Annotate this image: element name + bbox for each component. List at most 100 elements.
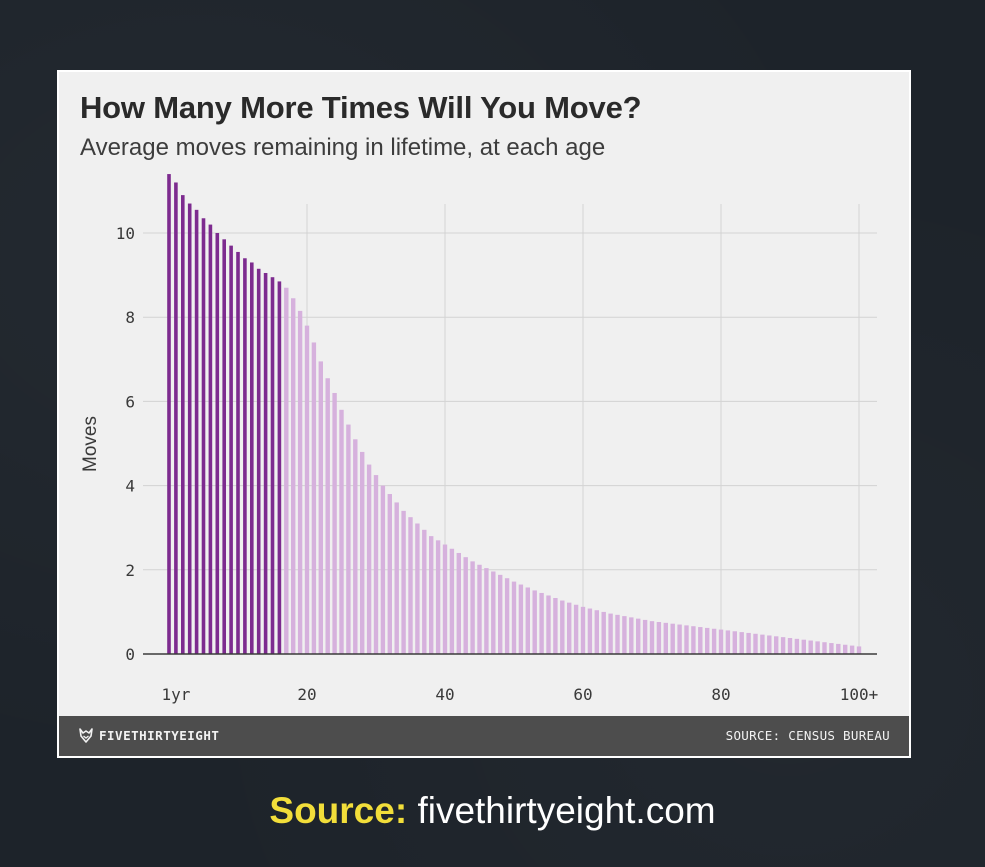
x-tick-label: 80 <box>711 685 730 704</box>
bar <box>408 517 413 654</box>
bar <box>366 464 372 654</box>
bar <box>732 631 737 654</box>
bar <box>573 604 579 654</box>
bar <box>567 602 572 654</box>
bar <box>843 644 848 654</box>
bar-highlight <box>208 224 213 654</box>
bar <box>477 564 482 654</box>
bar <box>746 632 751 654</box>
bar <box>711 628 717 654</box>
bar-highlight <box>263 272 268 654</box>
bar-highlight <box>277 281 282 654</box>
bar <box>429 536 434 654</box>
bar <box>656 622 662 654</box>
chart-footer: FIVETHIRTYEIGHT SOURCE: CENSUS BUREAU <box>59 716 909 756</box>
bar <box>415 523 420 654</box>
bar-highlight <box>222 239 226 654</box>
bar-highlight <box>181 195 185 655</box>
bar <box>808 640 813 654</box>
bar <box>560 600 565 654</box>
bar <box>787 638 793 654</box>
bar <box>780 637 786 654</box>
bar <box>663 622 668 654</box>
bar <box>332 392 337 654</box>
bar <box>739 632 744 654</box>
axes: 0 2 4 6 8 10 1yr 20 40 60 80 100+ <box>116 224 879 704</box>
bar <box>539 592 544 654</box>
x-tick-label: 100+ <box>840 685 879 704</box>
bar-highlight <box>167 174 171 654</box>
bar <box>491 571 496 654</box>
bar <box>815 641 820 654</box>
bar <box>829 643 834 654</box>
bar <box>849 645 855 654</box>
bar <box>291 298 296 654</box>
bar-highlight <box>215 233 220 654</box>
bar <box>442 544 448 654</box>
bar <box>498 574 503 654</box>
bar <box>718 629 724 654</box>
bar <box>760 634 765 654</box>
x-tick-label: 1yr <box>161 685 190 704</box>
chart-card: How Many More Times Will You Move? Avera… <box>57 70 911 758</box>
bar-highlight <box>236 251 240 654</box>
bar <box>856 646 862 654</box>
brand: FIVETHIRTYEIGHT <box>79 728 219 743</box>
bar <box>532 590 537 654</box>
chart-title: How Many More Times Will You Move? <box>80 90 642 125</box>
bar <box>822 642 827 654</box>
bar-highlight <box>194 209 199 654</box>
bar <box>801 639 806 654</box>
bar <box>422 529 427 654</box>
bar <box>387 494 392 654</box>
bar <box>649 621 655 654</box>
bar-highlight <box>174 182 178 654</box>
bar <box>504 578 510 654</box>
bar <box>642 619 648 654</box>
bar <box>394 502 399 654</box>
bar <box>794 638 800 654</box>
bar <box>346 424 351 654</box>
y-tick-label: 2 <box>125 561 135 580</box>
x-tick-label: 40 <box>435 685 454 704</box>
bar <box>546 595 551 654</box>
bar <box>470 561 475 654</box>
bar <box>670 623 675 654</box>
caption: Source: fivethirtyeight.com <box>0 790 985 832</box>
bar <box>449 548 455 654</box>
bar <box>463 557 468 654</box>
bars <box>167 174 862 655</box>
bar <box>608 613 613 654</box>
bar <box>587 608 593 654</box>
bar <box>311 342 317 654</box>
fox-logo-icon <box>79 728 93 743</box>
bar-highlight <box>270 277 275 654</box>
bar <box>601 611 606 654</box>
bar <box>380 485 386 654</box>
bar <box>774 636 779 654</box>
bar <box>691 626 696 654</box>
y-tick-label: 6 <box>125 392 135 411</box>
bar <box>594 610 599 654</box>
bar-highlight <box>187 203 192 654</box>
bar <box>456 552 461 654</box>
caption-text: fivethirtyeight.com <box>417 790 716 831</box>
bar <box>615 614 620 654</box>
chart-subtitle: Average moves remaining in lifetime, at … <box>80 134 606 161</box>
bar-highlight <box>243 258 247 654</box>
bar <box>677 624 682 654</box>
bar <box>636 618 641 654</box>
bar <box>836 643 841 654</box>
bar <box>325 378 330 654</box>
brand-name: FIVETHIRTYEIGHT <box>99 728 220 743</box>
bar <box>698 627 703 654</box>
y-tick-label: 4 <box>125 477 135 496</box>
bar <box>339 409 344 654</box>
x-tick-label: 60 <box>573 685 592 704</box>
bar <box>373 475 379 654</box>
caption-label: Source: <box>269 790 408 831</box>
bar <box>284 287 289 654</box>
bar <box>753 633 758 654</box>
bar <box>705 627 710 654</box>
y-tick-label: 8 <box>125 308 135 327</box>
